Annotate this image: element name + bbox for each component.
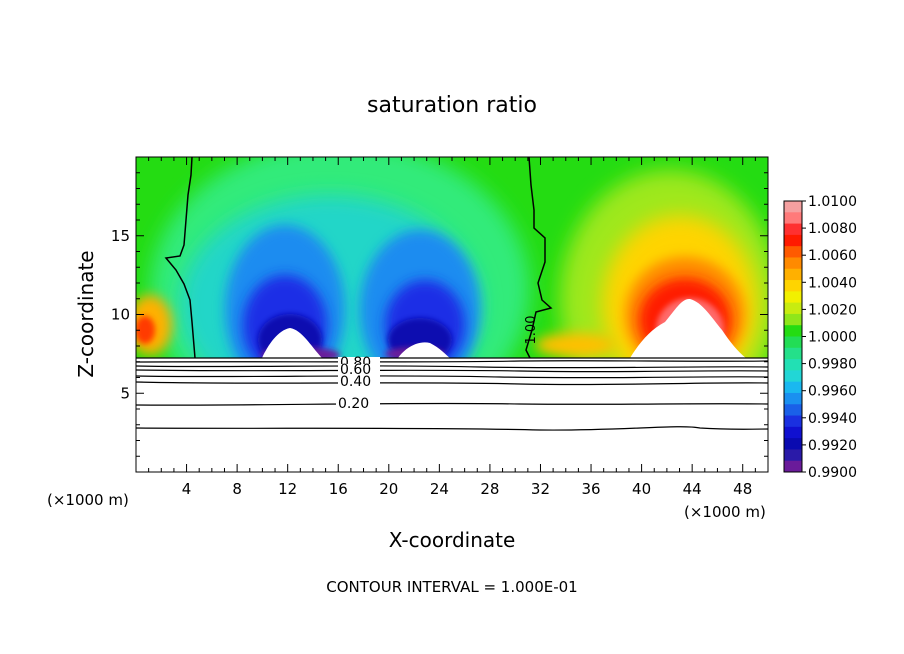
colorbar-segment — [784, 234, 802, 247]
y-tick-label: 10 — [111, 306, 130, 324]
x-tick-label: 24 — [430, 480, 449, 498]
plot-area: 1.00 0.80 0.60 0.40 0.20 — [136, 157, 768, 472]
colorbar-segment — [784, 212, 802, 225]
colorbar-tick-label: 1.0020 — [808, 302, 857, 318]
contour-label: 0.40 — [340, 374, 371, 390]
x-tick-label: 32 — [531, 480, 550, 498]
y-tick-label: 15 — [111, 227, 130, 245]
subsaturated-region — [150, 157, 530, 358]
colorbar-tick-label: 0.9920 — [808, 438, 857, 454]
y-axis: 5 10 15 — [111, 172, 768, 457]
x-tick-label: 44 — [683, 480, 702, 498]
colorbar-tick-label: 0.9900 — [808, 465, 857, 481]
y-axis-title: Z-coordinate — [74, 250, 98, 377]
colorbar-segment — [784, 325, 802, 337]
colorbar-segment — [784, 392, 802, 405]
colorbar-segment — [784, 370, 802, 383]
x-tick-label: 4 — [182, 480, 192, 498]
clear-region-center — [262, 328, 322, 358]
contour-label: 0.60 — [340, 362, 371, 378]
colorbar-tick-label: 1.0000 — [808, 330, 857, 346]
clear-region-right — [630, 298, 746, 358]
colorbar-segment — [784, 415, 802, 428]
colorbar-tick-label: 0.9960 — [808, 384, 857, 400]
x-tick-label: 16 — [329, 480, 348, 498]
colorbar-tick-label: 0.9940 — [808, 411, 857, 427]
colorbar-segment — [784, 381, 802, 394]
x-axis-title: X-coordinate — [389, 528, 516, 552]
colorbar-segment — [784, 291, 802, 304]
contour-labels: 1.00 0.80 0.60 0.40 0.20 — [336, 316, 539, 412]
colorbar-tick-label: 1.0100 — [808, 194, 857, 210]
colorbar-segment — [784, 347, 802, 360]
colorbar-tick-label: 1.0040 — [808, 275, 857, 291]
x-tick-label: 20 — [379, 480, 398, 498]
colorbar-segment — [784, 460, 802, 473]
colorbar-segment — [784, 223, 802, 236]
x-unit-label-right: (×1000 m) — [684, 503, 766, 521]
colorbar-segment — [784, 449, 802, 462]
contour-label: 0.20 — [338, 396, 369, 412]
colorbar-segment — [784, 336, 802, 349]
x-tick-label: 8 — [232, 480, 242, 498]
colorbar-segment — [784, 313, 802, 326]
colorbar-segment — [784, 268, 802, 281]
x-tick-label: 28 — [480, 480, 499, 498]
colorbar-tick-label: 0.9980 — [808, 357, 857, 373]
colorbar: 1.0100 1.0080 1.0060 1.0040 1.0020 1.0000 0.99… — [783, 194, 857, 481]
contour-1-00-left — [164, 157, 196, 359]
colorbar-segment — [784, 201, 802, 213]
x-unit-label-left: (×1000 m) — [47, 491, 129, 509]
contour-label: 1.00 — [524, 316, 539, 345]
x-tick-label: 12 — [278, 480, 297, 498]
colorbar-segment — [784, 302, 802, 315]
y-tick-label: 5 — [120, 384, 130, 402]
colorbar-segment — [784, 438, 802, 450]
x-tick-label: 48 — [733, 480, 752, 498]
x-tick-label: 40 — [632, 480, 651, 498]
x-axis: 4 8 12 16 20 24 28 32 36 40 44 48 — [148, 157, 756, 498]
colorbar-segment — [784, 280, 802, 292]
colorbar-tick-label: 1.0080 — [808, 221, 857, 237]
contour-interval-note: CONTOUR INTERVAL = 1.000E-01 — [326, 578, 577, 596]
colorbar-segment — [784, 426, 802, 439]
colorbar-segment — [784, 257, 802, 270]
chart-title: saturation ratio — [367, 93, 537, 118]
x-tick-label: 36 — [581, 480, 600, 498]
clear-region-center-right — [398, 342, 450, 358]
colorbar-tick-label: 1.0060 — [808, 248, 857, 264]
colorbar-segment — [784, 404, 802, 417]
contour-1-00-right — [525, 157, 553, 359]
colorbar-segment — [784, 359, 802, 371]
lower-contours — [136, 357, 768, 431]
colorbar-segment — [784, 246, 802, 258]
